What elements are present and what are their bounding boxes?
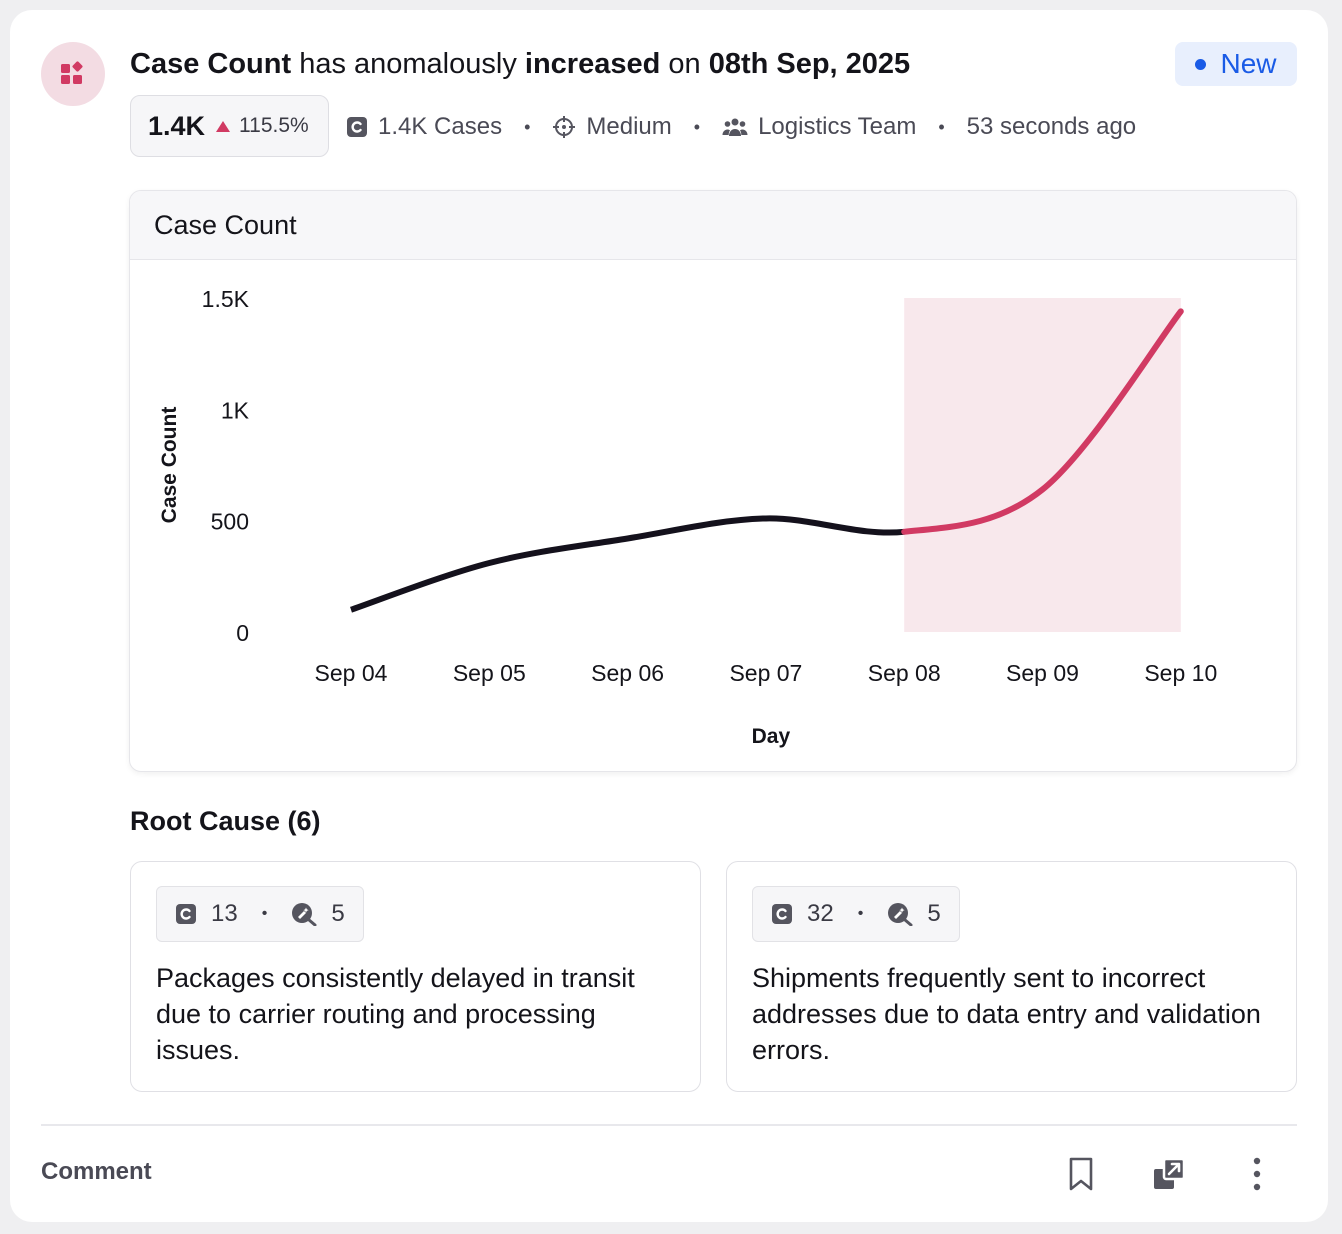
meta-cases-label: 1.4K Cases [378, 113, 503, 140]
root-cause-insight-count: 5 [927, 900, 941, 927]
x-tick-label: Sep 08 [868, 660, 941, 686]
app-icon-badge [41, 42, 105, 106]
meta-separator: • [938, 116, 945, 137]
root-cause-title: Root Cause (6) [130, 806, 321, 836]
case-icon [176, 904, 196, 924]
status-badge[interactable]: New [1175, 42, 1297, 86]
insight-icon [292, 903, 317, 926]
headline-date: 08th Sep, 2025 [708, 48, 911, 80]
crosshair-icon [553, 116, 576, 138]
meta-separator: • [693, 116, 701, 137]
root-cause-insight-count: 5 [331, 900, 345, 927]
meta-separator: • [524, 116, 531, 137]
x-axis-label: Day [752, 725, 791, 748]
insight-icon [888, 903, 913, 926]
footer-divider [41, 1124, 1297, 1126]
meta-team-label: Logistics Team [758, 113, 917, 140]
open-external-icon [1154, 1157, 1186, 1189]
status-dot [1195, 58, 1207, 70]
anomaly-headline: Case Count has anomalously increased on … [130, 44, 910, 84]
headline-direction: increased [524, 48, 661, 80]
meta-severity: Medium [552, 113, 672, 141]
open-external-button[interactable] [1147, 1152, 1191, 1196]
meta-row: 1.4K Cases • Medium • Logistics Team • 5… [346, 108, 1136, 146]
x-tick-label: Sep 06 [591, 660, 664, 686]
comment-button[interactable]: Comment [41, 1158, 152, 1185]
x-tick-label: Sep 10 [1144, 660, 1217, 686]
meta-time-label: 53 seconds ago [966, 113, 1137, 140]
metric-change: 115.5% [215, 114, 309, 138]
x-tick-label: Sep 05 [453, 660, 526, 686]
chart-card: Case Count 0 500 1K 1.5K Case Count Sep 04 Sep… [129, 190, 1297, 772]
headline-text-1: has anomalously [291, 48, 525, 80]
more-options-button[interactable] [1235, 1152, 1279, 1196]
metric-summary: 1.4K 115.5% [130, 95, 329, 157]
stats-separator: • [857, 905, 864, 922]
x-tick-label: Sep 04 [315, 660, 388, 686]
root-cause-case-count: 13 [211, 900, 238, 927]
chart-header: Case Count [130, 191, 1296, 260]
status-badge-label: New [1220, 48, 1277, 79]
y-tick-label: 500 [211, 509, 249, 535]
y-tick-label: 0 [236, 620, 249, 646]
root-cause-text: Packages consistently delayed in transit… [156, 963, 635, 1065]
bookmark-button[interactable] [1059, 1152, 1103, 1196]
case-icon [347, 117, 367, 137]
root-cause-stats: 32 • 5 [752, 886, 960, 942]
root-cause-card[interactable]: 13 • 5 Packages consistently delayed in … [130, 861, 701, 1092]
team-icon [722, 118, 748, 136]
anomaly-band [904, 298, 1181, 632]
root-cause-text: Shipments frequently sent to incorrect a… [752, 963, 1261, 1065]
root-cause-card[interactable]: 32 • 5 Shipments frequently sent to inco… [726, 861, 1297, 1092]
more-vertical-icon [1253, 1157, 1261, 1191]
metric-value: 1.4K [148, 110, 206, 141]
x-tick-label: Sep 09 [1006, 660, 1079, 686]
meta-team: Logistics Team [722, 113, 916, 141]
bookmark-icon [1069, 1157, 1093, 1191]
apps-icon [61, 61, 83, 84]
headline-metric: Case Count [130, 48, 292, 80]
stats-separator: • [261, 905, 268, 922]
root-cause-case-count: 32 [807, 900, 834, 927]
line-chart[interactable]: 0 500 1K 1.5K Case Count Sep 04 Sep 05 Sep 06 Se… [130, 191, 1297, 772]
meta-time: 53 seconds ago [967, 113, 1136, 141]
series-line-anomaly [901, 308, 1184, 535]
x-tick-label: Sep 07 [729, 660, 802, 686]
y-tick-label: 1.5K [202, 286, 250, 312]
root-cause-stats: 13 • 5 [156, 886, 364, 942]
triangle-up-icon [216, 120, 231, 132]
series-line-normal [350, 515, 905, 613]
meta-cases: 1.4K Cases [346, 113, 502, 141]
metric-change-value: 115.5% [239, 114, 309, 137]
case-icon [772, 904, 792, 924]
headline-text-2: on [660, 48, 709, 80]
y-tick-label: 1K [221, 397, 250, 423]
y-axis-label: Case Count [158, 407, 181, 524]
meta-severity-label: Medium [586, 113, 672, 140]
